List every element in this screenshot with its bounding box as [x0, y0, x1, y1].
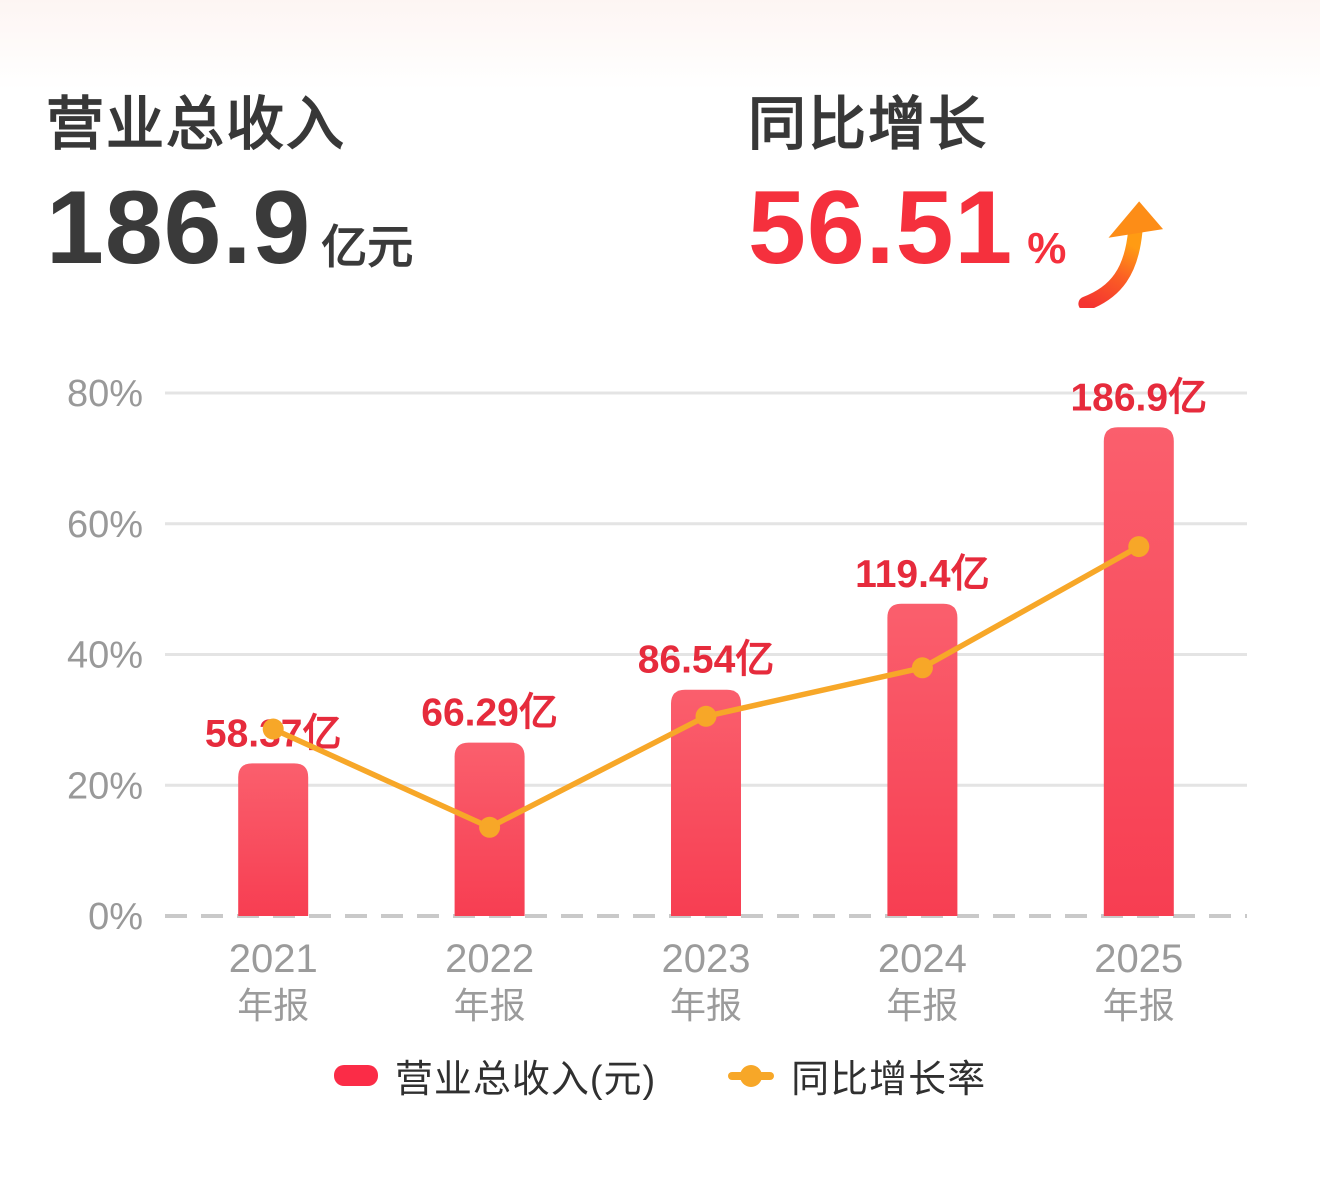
legend-label-growth: 同比增长率	[791, 1059, 987, 1101]
bar-2024	[887, 603, 958, 916]
growth-point-2025	[1128, 536, 1150, 558]
x-label-period-2022: 年报	[454, 985, 526, 1026]
bar-swatch-icon	[333, 1065, 378, 1086]
bar-2025	[1103, 427, 1174, 916]
legend-label-revenue: 营业总收入(元)	[394, 1059, 657, 1101]
chart-legend: 营业总收入(元) 同比增长率	[0, 1048, 1320, 1103]
x-label-period-2024: 年报	[886, 985, 958, 1026]
growth-percent-sign: %	[1027, 224, 1067, 273]
revenue-value: 186.9	[46, 170, 312, 286]
x-label-year-2021: 2021	[229, 937, 318, 981]
revenue-stat-block: 营业总收入 186.9 亿元	[46, 92, 414, 286]
legend-item-growth: 同比增长率	[728, 1048, 986, 1103]
y-tick-80: 80%	[67, 373, 143, 415]
growth-stat-block: 同比增长 56.51 %	[748, 92, 1164, 311]
x-label-period-2021: 年报	[237, 985, 309, 1026]
growth-value: 56.51	[748, 170, 1014, 286]
revenue-unit: 亿元	[321, 221, 414, 273]
bar-2021	[238, 763, 309, 916]
y-tick-60: 60%	[67, 504, 143, 546]
y-tick-0: 0%	[88, 896, 143, 938]
revenue-title: 营业总收入	[46, 92, 347, 157]
growth-point-2022	[479, 816, 501, 838]
y-tick-40: 40%	[67, 635, 143, 677]
bar-label-2025: 186.9亿	[1070, 376, 1207, 419]
x-label-year-2022: 2022	[445, 937, 534, 981]
bar-label-2022: 66.29亿	[421, 692, 558, 735]
legend-item-revenue: 营业总收入(元)	[333, 1048, 657, 1103]
x-label-period-2025: 年报	[1103, 985, 1175, 1026]
growth-point-2023	[695, 705, 717, 727]
up-trend-arrow-icon	[1076, 200, 1164, 313]
y-tick-20: 20%	[67, 765, 143, 807]
bar-2023	[671, 689, 741, 916]
x-label-year-2023: 2023	[662, 937, 751, 981]
bar-label-2023: 86.54亿	[638, 639, 775, 682]
x-label-year-2025: 2025	[1094, 937, 1183, 981]
x-label-year-2024: 2024	[878, 937, 967, 981]
line-dot-marker-icon	[728, 1064, 775, 1088]
growth-point-2021	[262, 718, 284, 740]
bar-label-2024: 119.4亿	[855, 553, 989, 596]
growth-point-2024	[911, 657, 933, 679]
growth-title: 同比增长	[748, 92, 989, 157]
x-label-period-2023: 年报	[670, 985, 742, 1026]
